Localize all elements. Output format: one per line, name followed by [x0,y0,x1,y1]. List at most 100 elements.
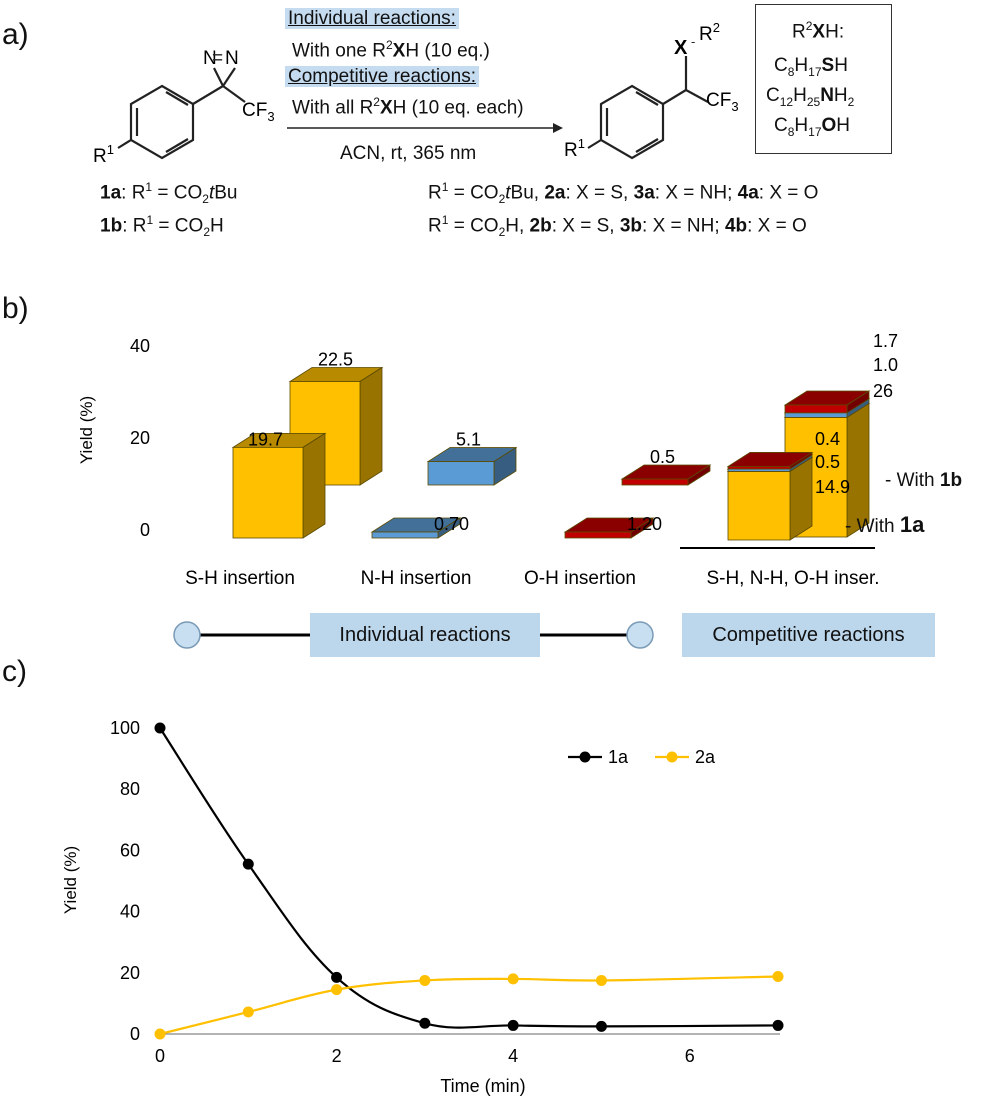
legend-marker-2a [666,751,678,763]
value-label-1b-sh: 26 [873,381,893,401]
panel-label-b: b) [2,292,29,325]
bar-1a-0-side [302,432,326,539]
reagent-box: R2XH: C8H17SH C12H25NH2 C8H17OH [755,4,892,154]
x-axis-label: Time (min) [440,1076,525,1096]
y-tick-label: 60 [120,840,140,860]
bar-1a-0-front [232,446,304,539]
reagent-thiol: C8H17SH [774,55,848,79]
y-axis-label: Yield (%) [61,846,80,914]
data-point-1a [242,858,254,870]
value-label-1b-2: 0.5 [650,447,675,467]
value-label-1a-1: 0.70 [434,514,469,534]
reagent-amine: C12H25NH2 [766,85,855,109]
legend-label-2a: 2a [695,747,716,767]
value-label-1b-nh: 1.0 [873,355,898,375]
stack-1a-seg-0-side [789,456,813,541]
category-label: N-H insertion [361,568,472,589]
category-label: S-H insertion [185,568,295,589]
series-label-1b: - With 1b [885,470,963,491]
reagent-alcohol: C8H17OH [774,115,851,139]
legend-marker-1a [579,751,591,763]
bar-1b-2 [620,464,712,486]
bar-1b-1-front [427,461,495,486]
data-point-2a [772,970,784,982]
panel-label-c: c) [2,655,27,688]
value-label-1a-oh: 0.4 [815,429,840,449]
value-label-1b-oh: 1.7 [873,331,898,351]
x-tick-label: 2 [332,1046,342,1066]
bar-1b-0-side [359,366,383,486]
x-tick-label: 0 [155,1046,165,1066]
value-label-1a-2: 1.20 [627,514,662,534]
data-point-2a [331,984,343,996]
y-tick-label: 40 [120,902,140,922]
y-tick-label: 100 [110,718,140,738]
compound-1b-def: 1b: R1 = CO2H [100,213,224,240]
data-point-1a [419,1017,431,1029]
stack-1b-seg-2 [783,390,871,414]
legend-label-1a: 1a [608,747,629,767]
svg-text:CF3: CF3 [706,90,739,114]
svg-text:CF3: CF3 [242,100,275,124]
y-tick-label: 0 [140,520,150,540]
stack-1a-seg-2 [726,451,814,470]
atom-n1: N [203,48,217,69]
data-point-2a [507,973,519,985]
y-tick-label: 80 [120,779,140,799]
stack-1a-seg-2-front [727,466,791,470]
individual-heading: Individual reactions: [285,8,459,30]
y-tick-label: 20 [130,428,150,448]
bar-chart-yields: Yield (%) 0 20 40 22.5 19.7 5.1 0.70 0.5 1.20 S-H… [77,331,898,649]
product-structure: X - R2 CF3 R1 [564,20,739,160]
data-point-1a [595,1020,607,1032]
series-line-1a [159,727,779,1029]
y-tick-label: 40 [130,336,150,356]
reaction-conditions: ACN, rt, 365 nm [340,143,477,164]
diazirine-structure: N = N CF3 R1 [93,48,275,167]
data-point-2a [154,1028,166,1040]
connector-node-right [626,621,654,649]
connector-node-left [173,621,201,649]
data-point-2a [419,974,431,986]
value-label-1a-sh: 14.9 [815,477,850,497]
svg-text:R2: R2 [699,20,720,45]
svg-text:R1: R1 [564,136,585,160]
data-point-1a [331,971,343,983]
category-label: S-H, N-H, O-H inser. [706,568,879,589]
data-point-1a [772,1019,784,1031]
stack-1a-seg-0-front [727,471,791,541]
panel-label-a: a) [2,18,29,51]
y-tick-label: 20 [120,963,140,983]
individual-condition: With one R2XH (10 eq.) [292,38,490,62]
data-point-1a [154,722,166,734]
category-label: O-H insertion [524,568,636,589]
reaction-arrow [287,123,563,133]
bar-1a-2-front [564,531,632,539]
competitive-condition: With all R2XH (10 eq. each) [292,95,524,119]
value-label-1b-1: 5.1 [456,430,481,450]
y-tick-label: 0 [130,1024,140,1044]
atom-x: X [674,37,688,59]
x-tick-label: 4 [508,1046,518,1066]
bar-1b-1 [426,446,518,486]
competitive-heading: Competitive reactions: [285,66,479,88]
data-point-1a [507,1019,519,1031]
bar-1a-2 [563,517,655,539]
y-axis-label: Yield (%) [77,396,96,464]
stack-1b-seg-2-front [784,404,848,414]
tag-competitive-reactions: Competitive reactions [682,613,935,657]
x-tick-label: 6 [685,1046,695,1066]
value-label-1a-0: 19.7 [248,429,283,449]
product-line-a: R1 = CO2tBu, 2a: X = S, 3a: X = NH; 4a: … [428,180,819,207]
stack-1b-seg-1-front [784,412,848,418]
series-label-1a: - With 1a [845,512,925,537]
data-point-2a [242,1006,254,1018]
bar-1a-1-front [371,531,439,539]
tag-individual-reactions: Individual reactions [310,613,540,657]
bar-1b-2-front [621,478,689,486]
compound-1a-def: 1a: R1 = CO2tBu [100,180,238,207]
svg-text:-: - [691,34,695,49]
reagent-title: R2XH: [792,19,845,43]
data-point-2a [595,974,607,986]
